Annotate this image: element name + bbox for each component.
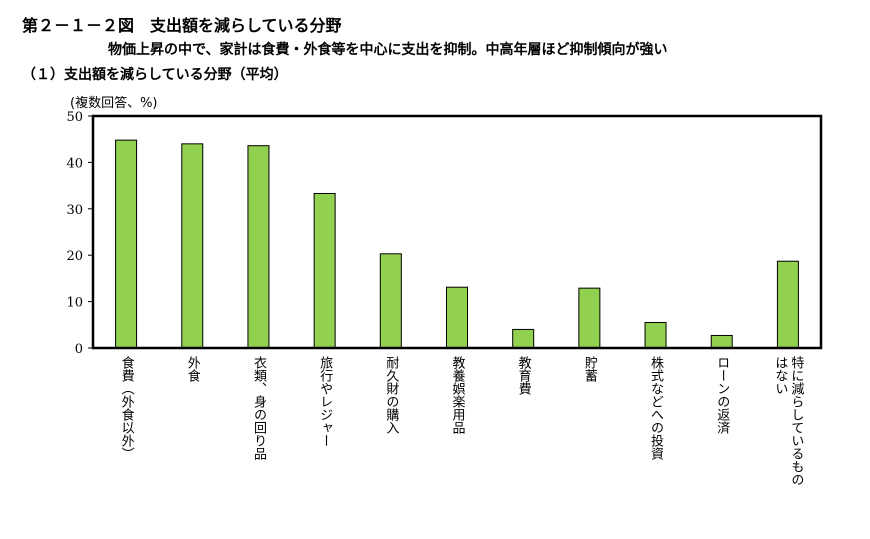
bar: [115, 139, 138, 349]
y-unit-label: (複数回答、%): [70, 96, 158, 111]
figure-title: 第２－１－２図 支出額を減らしている分野: [22, 16, 342, 35]
x-category-label: 教育費: [516, 355, 532, 395]
x-category-label: 特に減らしているもの: [788, 356, 804, 486]
x-category-label: 旅行やレジャー: [317, 356, 333, 447]
x-category-label: 株式などへの投資: [648, 356, 664, 460]
bar: [313, 192, 336, 349]
y-tick-label: 30: [66, 203, 83, 218]
x-category-label: 教養娯楽用品: [450, 355, 466, 434]
bar: [644, 321, 667, 349]
x-category-label: 外食: [185, 356, 201, 382]
bar: [446, 286, 468, 349]
y-axis-ticks: 0 10 20 30 40 50: [66, 110, 93, 357]
bar: [578, 287, 601, 349]
bar: [247, 145, 270, 349]
x-category-label: 耐久財の購入: [383, 356, 399, 434]
bar: [181, 143, 204, 349]
y-tick-label: 10: [66, 296, 83, 311]
y-tick-label: 50: [66, 110, 83, 125]
x-axis-categories: 食費（外食以外） 外食 衣類、身の回り品 旅行やレジャー 耐久財の購入 教養娯楽用品 教育費…: [119, 355, 804, 486]
y-tick-label: 0: [75, 342, 83, 357]
x-category-label: ローンの返済: [714, 356, 730, 434]
bar: [512, 328, 535, 349]
y-tick-label: 20: [66, 249, 83, 264]
x-category-label: 衣類、身の回り品: [251, 355, 267, 460]
x-category-label: 貯蓄: [582, 356, 598, 383]
bar: [379, 253, 402, 349]
bar: [776, 260, 799, 349]
x-category-label: 食費（外食以外）: [119, 355, 135, 460]
y-tick-label: 40: [66, 156, 83, 171]
panel-title: （１）支出額を減らしている分野（平均）: [22, 67, 288, 83]
figure-subtitle: 物価上昇の中で、家計は食費・外食等を中心に支出を抑制。中高年層ほど抑制傾向が強い: [108, 42, 668, 58]
bars-group: [115, 139, 799, 349]
bar: [710, 334, 733, 349]
x-category-label: はない: [772, 356, 787, 395]
plot-area-frame: [91, 114, 823, 350]
